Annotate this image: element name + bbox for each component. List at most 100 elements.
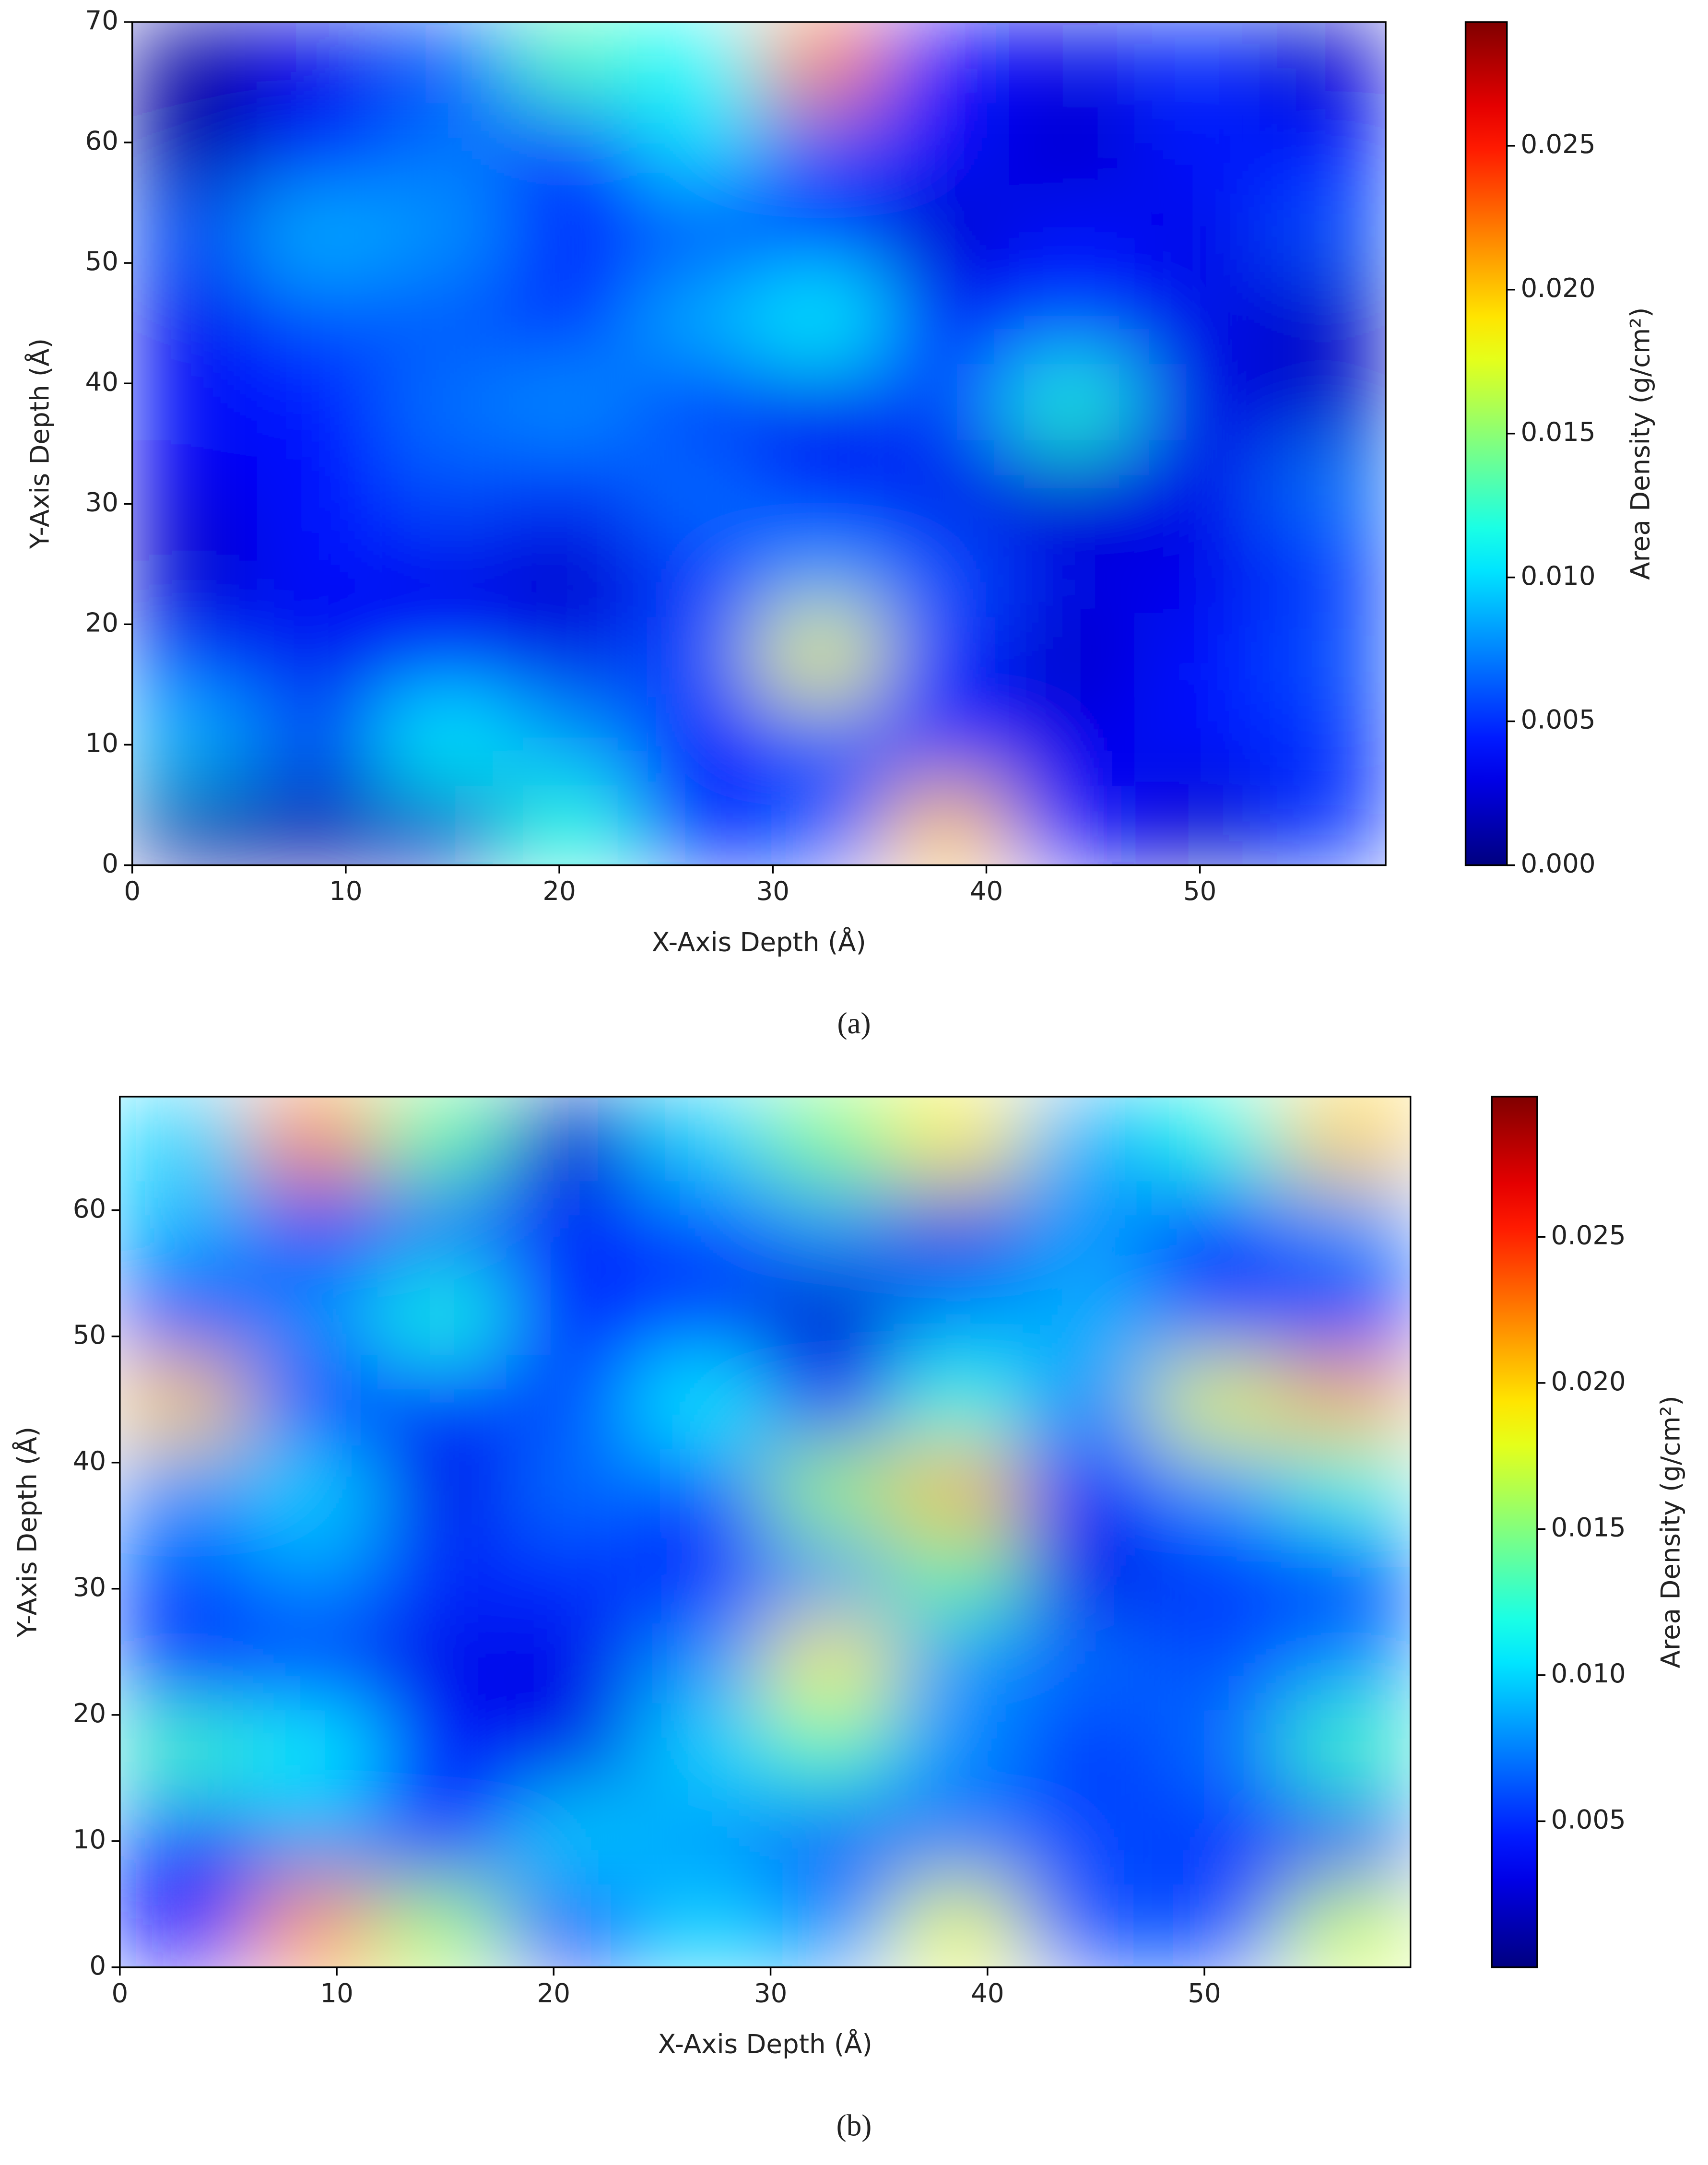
heat-cell [377,1270,508,1359]
heat-cell [1009,527,1136,613]
heat-cell [1009,696,1136,782]
x-tick-label: 50 [1183,875,1216,906]
heat-cell [506,1270,637,1359]
x-tick-label: 10 [320,1977,353,2008]
heat-cell [1152,1618,1283,1707]
heat-cell [507,22,635,107]
caption: (a) [837,1006,871,1040]
heat-cell [377,1444,508,1533]
heat-cell [893,1444,1024,1533]
heat-cell [506,1357,637,1446]
heat-cell [1281,1618,1411,1707]
heat-cell [758,696,885,782]
heat-cell [507,696,635,782]
x-tick-label: 20 [537,1977,570,2008]
colorbar-tick-label: 0.010 [1520,560,1595,591]
y-tick-label: 0 [89,1950,106,1981]
heat-cell [893,1270,1024,1359]
heat-cell [1023,1879,1153,1967]
heat-cell [248,1444,379,1533]
heat-cell [1009,443,1136,529]
heat-cell [382,274,509,360]
heat-cell [248,1618,379,1707]
heat-cell [635,1096,766,1184]
heat-cell [893,1792,1024,1881]
heat-cell [883,274,1011,360]
heat-cell [248,1792,379,1881]
heat-cell [132,190,259,276]
y-tick-label: 50 [85,246,118,276]
heat-cell [257,443,384,529]
heat-cell [132,696,259,782]
heat-cell [1134,611,1261,698]
x-tick-label: 40 [971,1977,1004,2008]
heat-cell [1281,1531,1411,1620]
heat-cell [1152,1444,1283,1533]
heat-cell [507,358,635,445]
heat-cell [382,527,509,613]
heat-cell [1281,1792,1411,1881]
heat-cell [132,358,259,445]
heat-cell [248,1879,379,1967]
heat-cell [635,1618,766,1707]
heat-cell [507,527,635,613]
y-tick-label: 40 [85,366,118,397]
chart: 0 10 20 30 40 50 0 10 20 30 40 50 60 X-Axis Depth (Å)… [11,1096,1685,2142]
heat-cell [382,190,509,276]
heatmap-cells [119,1096,1411,1967]
heat-cell [1260,190,1386,276]
heat-cell [1023,1183,1153,1272]
y-tick-label: 40 [73,1445,106,1476]
heat-cell [507,190,635,276]
heat-cell [1134,274,1261,360]
heat-cell [1152,1705,1283,1794]
heat-cell [883,527,1011,613]
heat-cell [119,1357,250,1446]
colorbar-tick-label: 0.020 [1520,272,1595,303]
heat-cell [1152,1096,1283,1184]
heat-cell [132,274,259,360]
colorbar-tick-label: 0.010 [1551,1658,1626,1689]
heat-cell [764,1792,895,1881]
heat-cell [758,190,885,276]
heat-cell [257,696,384,782]
x-tick-label: 20 [542,875,576,906]
heat-cell [132,443,259,529]
heat-cell [893,1357,1024,1446]
heat-cell [132,527,259,613]
y-tick-label: 0 [102,848,118,879]
colorbar-tick-label: 0.015 [1520,416,1595,447]
heat-cell [1281,1270,1411,1359]
heat-cell [377,1531,508,1620]
heat-cell [119,1705,250,1794]
heat-cell [1134,443,1261,529]
heat-cell [1281,1357,1411,1446]
x-tick-label: 50 [1188,1977,1221,2008]
heat-cell [758,611,885,698]
colorbar [1491,1096,1538,1968]
y-tick-label: 20 [85,607,118,638]
heat-cell [635,1444,766,1533]
heat-cell [1009,611,1136,698]
y-tick-label: 50 [73,1319,106,1350]
heat-cell [1260,106,1386,191]
heat-cell [1260,527,1386,613]
heat-cell [883,358,1011,445]
heat-cell [1009,274,1136,360]
heat-cell [119,1879,250,1967]
heat-cell [1260,358,1386,445]
heat-cell [758,22,885,107]
y-tick-label: 70 [85,5,118,35]
heat-cell [377,1879,508,1967]
heat-cell [635,1183,766,1272]
heat-cell [382,358,509,445]
heat-cell [758,106,885,191]
heat-cell [883,443,1011,529]
heat-cell [377,1705,508,1794]
heat-cell [1152,1879,1283,1967]
heat-cell [1281,1183,1411,1272]
heat-cell [382,696,509,782]
heat-cell [1023,1096,1153,1184]
heat-cell [119,1183,250,1272]
heat-cell [1152,1357,1283,1446]
